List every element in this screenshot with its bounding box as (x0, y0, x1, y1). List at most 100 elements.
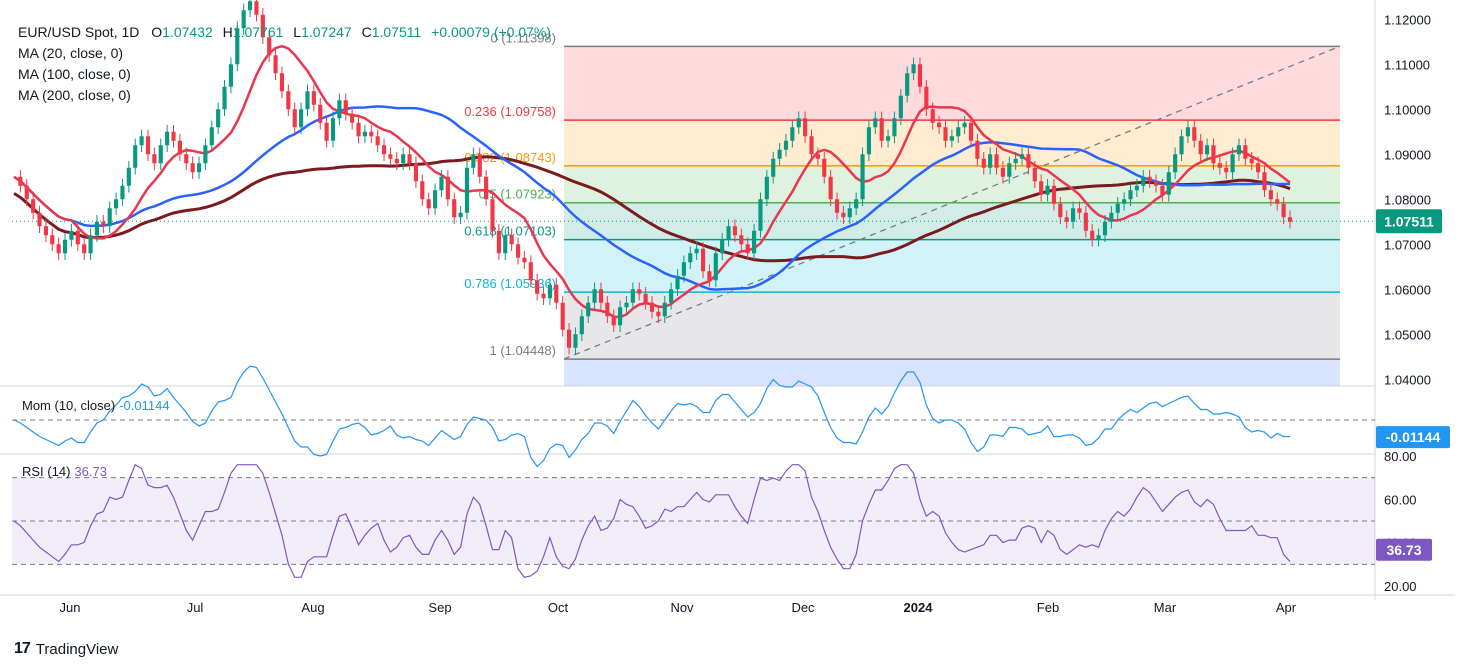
candle[interactable] (1224, 161, 1229, 179)
candle[interactable] (1153, 174, 1159, 193)
candle[interactable] (452, 192, 457, 225)
candle[interactable] (535, 273, 540, 301)
candle[interactable] (362, 125, 367, 143)
candle[interactable] (1109, 206, 1114, 229)
candle[interactable] (241, 3, 246, 36)
candle[interactable] (656, 305, 661, 323)
candle[interactable] (605, 296, 610, 323)
candle[interactable] (662, 296, 667, 323)
candle[interactable] (885, 129, 891, 148)
candle[interactable] (190, 156, 195, 180)
candle[interactable] (133, 138, 138, 175)
candle[interactable] (618, 300, 623, 333)
candle[interactable] (860, 147, 865, 207)
candle[interactable] (1000, 161, 1005, 184)
candle[interactable] (547, 278, 552, 305)
candle[interactable] (305, 84, 310, 117)
candle[interactable] (1281, 197, 1286, 224)
candle[interactable] (1230, 147, 1235, 180)
candle[interactable] (94, 215, 100, 242)
candle[interactable] (247, 0, 253, 17)
candle[interactable] (228, 57, 233, 94)
candle[interactable] (1160, 179, 1165, 202)
candle[interactable] (598, 282, 604, 310)
candle[interactable] (350, 107, 355, 130)
candle[interactable] (82, 237, 87, 261)
candle[interactable] (1083, 206, 1088, 238)
candle[interactable] (694, 242, 699, 260)
candle[interactable] (254, 0, 259, 22)
candle[interactable] (528, 255, 533, 288)
candle[interactable] (120, 179, 125, 206)
candle[interactable] (101, 215, 106, 233)
candle[interactable] (1115, 197, 1120, 220)
candle[interactable] (1026, 147, 1031, 175)
candle[interactable] (203, 138, 208, 171)
candle[interactable] (854, 192, 859, 216)
momentum-tag[interactable] (1376, 426, 1450, 449)
candle[interactable] (43, 219, 48, 243)
candle[interactable] (968, 116, 974, 148)
candle[interactable] (1179, 129, 1184, 162)
candle[interactable] (222, 80, 227, 116)
candle[interactable] (713, 246, 718, 288)
candle[interactable] (1039, 174, 1044, 202)
candle[interactable] (1268, 183, 1273, 207)
candle[interactable] (783, 134, 789, 157)
fibonacci-retracement[interactable]: 0 (1.11398) 0.236 (1.09758) 0.382 (1.08743… (464, 30, 1341, 386)
candle[interactable] (834, 192, 840, 220)
candle[interactable] (688, 246, 693, 270)
candle[interactable] (196, 156, 202, 180)
candle[interactable] (464, 161, 470, 220)
candle[interactable] (847, 201, 852, 225)
candle[interactable] (611, 309, 616, 333)
candle[interactable] (126, 161, 131, 193)
candle[interactable] (139, 129, 144, 153)
candle[interactable] (981, 152, 986, 175)
candle[interactable] (31, 192, 36, 220)
candle[interactable] (911, 57, 916, 81)
candle[interactable] (892, 111, 897, 144)
candle[interactable] (1077, 201, 1082, 220)
candle[interactable] (343, 93, 348, 121)
candle[interactable] (739, 228, 744, 252)
candle[interactable] (803, 111, 808, 144)
candle[interactable] (669, 282, 674, 310)
candle[interactable] (286, 84, 291, 117)
candle[interactable] (477, 147, 482, 184)
candle[interactable] (988, 147, 993, 175)
candle[interactable] (1007, 156, 1012, 184)
candle[interactable] (509, 228, 514, 252)
candle[interactable] (1147, 170, 1152, 188)
candle[interactable] (732, 219, 738, 243)
candle[interactable] (273, 48, 278, 81)
candle[interactable] (637, 282, 642, 301)
ma200-line[interactable] (13, 155, 1291, 263)
candle[interactable] (726, 219, 731, 247)
candle[interactable] (943, 120, 948, 148)
candle[interactable] (420, 174, 425, 207)
candle[interactable] (790, 120, 795, 148)
candle[interactable] (771, 152, 776, 184)
candle[interactable] (720, 233, 725, 260)
candle[interactable] (1032, 161, 1037, 188)
candle[interactable] (1204, 138, 1210, 162)
candle[interactable] (777, 143, 782, 166)
candle[interactable] (496, 224, 501, 260)
candle[interactable] (752, 224, 757, 260)
candle[interactable] (1211, 138, 1216, 171)
candle[interactable] (177, 134, 182, 161)
candle[interactable] (407, 147, 412, 171)
candle[interactable] (152, 147, 157, 171)
candle[interactable] (235, 21, 240, 72)
candle[interactable] (260, 8, 265, 44)
candle[interactable] (1173, 147, 1178, 180)
rsi-line[interactable] (13, 463, 1291, 578)
candle[interactable] (401, 147, 406, 171)
candle[interactable] (375, 129, 380, 153)
ma200-legend[interactable]: MA (200, close, 0) (18, 87, 131, 103)
candle[interactable] (1275, 192, 1280, 211)
candle[interactable] (573, 327, 578, 355)
candle[interactable] (681, 255, 686, 283)
candle[interactable] (158, 138, 163, 171)
